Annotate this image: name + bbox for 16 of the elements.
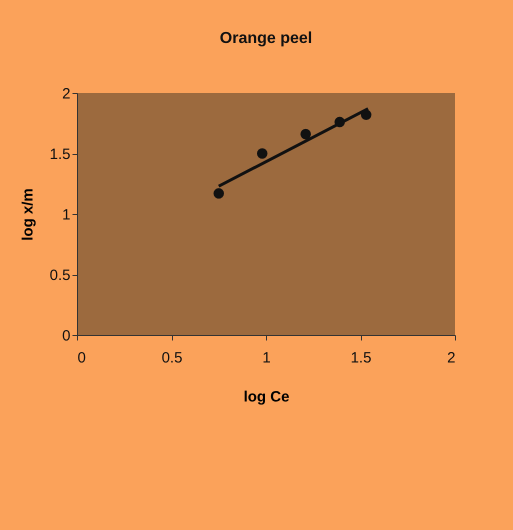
y-tick-label: 2 (62, 86, 70, 102)
x-tick-label: 2 (447, 350, 456, 366)
point (256, 148, 268, 159)
x-tick-label: 1.5 (350, 350, 372, 366)
y-tick-label: 1.5 (50, 146, 70, 163)
point (300, 128, 311, 140)
x-tick-label: 0 (78, 350, 86, 366)
x-tick-label: 0.5 (162, 350, 182, 366)
x-axis-title: log Ce (244, 388, 290, 406)
chart-title: Orange peel (220, 30, 312, 47)
x-tick-label: 1 (262, 350, 271, 366)
y-tick-label: 0.5 (50, 267, 70, 284)
y-tick-label: 1 (62, 206, 70, 224)
y-tick-label: 0 (62, 328, 70, 344)
y-axis-title: log x/m (20, 188, 37, 241)
point (214, 188, 224, 199)
